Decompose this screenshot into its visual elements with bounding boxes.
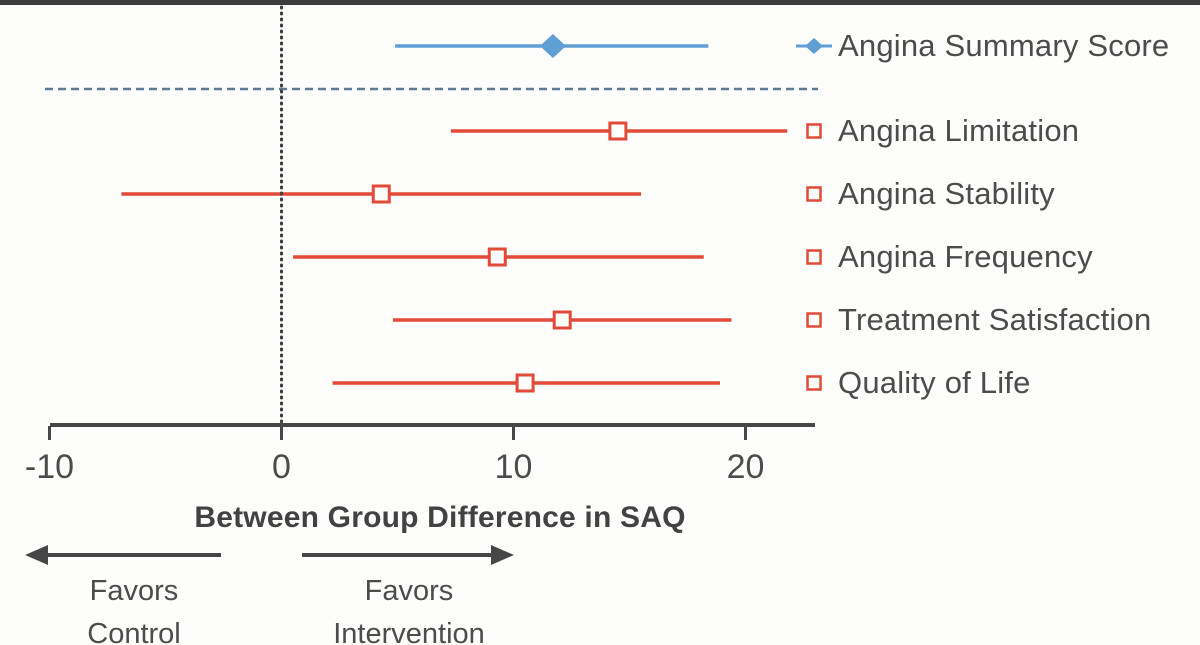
row-label-angina-frequency: Angina Frequency <box>838 239 1093 274</box>
favors-intervention-line1: Favors <box>364 575 454 607</box>
row-label-angina-summary-score: Angina Summary Score <box>838 28 1170 63</box>
legend-square-icon-angina-frequency <box>806 249 822 265</box>
legend-square-icon-angina-stability <box>806 186 822 202</box>
x-tick-label-20: 20 <box>726 448 765 486</box>
top-border <box>0 0 1200 5</box>
x-axis-title: Between Group Difference in SAQ <box>194 501 686 534</box>
point-estimate-diamond-angina-summary-score <box>539 34 566 58</box>
point-estimate-square-quality-of-life <box>515 373 535 393</box>
x-tick-label-10: 10 <box>494 448 533 486</box>
legend-diamond-icon-angina-summary-score <box>805 38 823 54</box>
row-label-treatment-satisfaction: Treatment Satisfaction <box>838 302 1152 337</box>
legend-square-icon-quality-of-life <box>806 375 822 391</box>
point-estimate-square-treatment-satisfaction <box>552 310 572 330</box>
point-estimate-square-angina-limitation <box>608 121 628 141</box>
point-estimate-square-angina-frequency <box>487 247 507 267</box>
favors-control-line2: Control <box>87 618 181 645</box>
row-label-angina-stability: Angina Stability <box>838 176 1055 211</box>
row-label-quality-of-life: Quality of Life <box>838 365 1031 400</box>
x-tick-label--10: -10 <box>24 448 75 486</box>
x-tick-label-0: 0 <box>272 448 291 486</box>
favors-intervention-line2: Intervention <box>333 618 485 645</box>
point-estimate-square-angina-stability <box>371 184 391 204</box>
legend-square-icon-treatment-satisfaction <box>806 312 822 328</box>
left-arrowhead-icon <box>25 545 48 565</box>
right-arrowhead-icon <box>491 545 514 565</box>
favors-control-label: Favors Control <box>87 570 181 645</box>
row-label-angina-limitation: Angina Limitation <box>838 113 1080 148</box>
favors-intervention-label: Favors Intervention <box>333 570 485 645</box>
legend-square-icon-angina-limitation <box>806 123 822 139</box>
favors-control-line1: Favors <box>89 575 179 607</box>
